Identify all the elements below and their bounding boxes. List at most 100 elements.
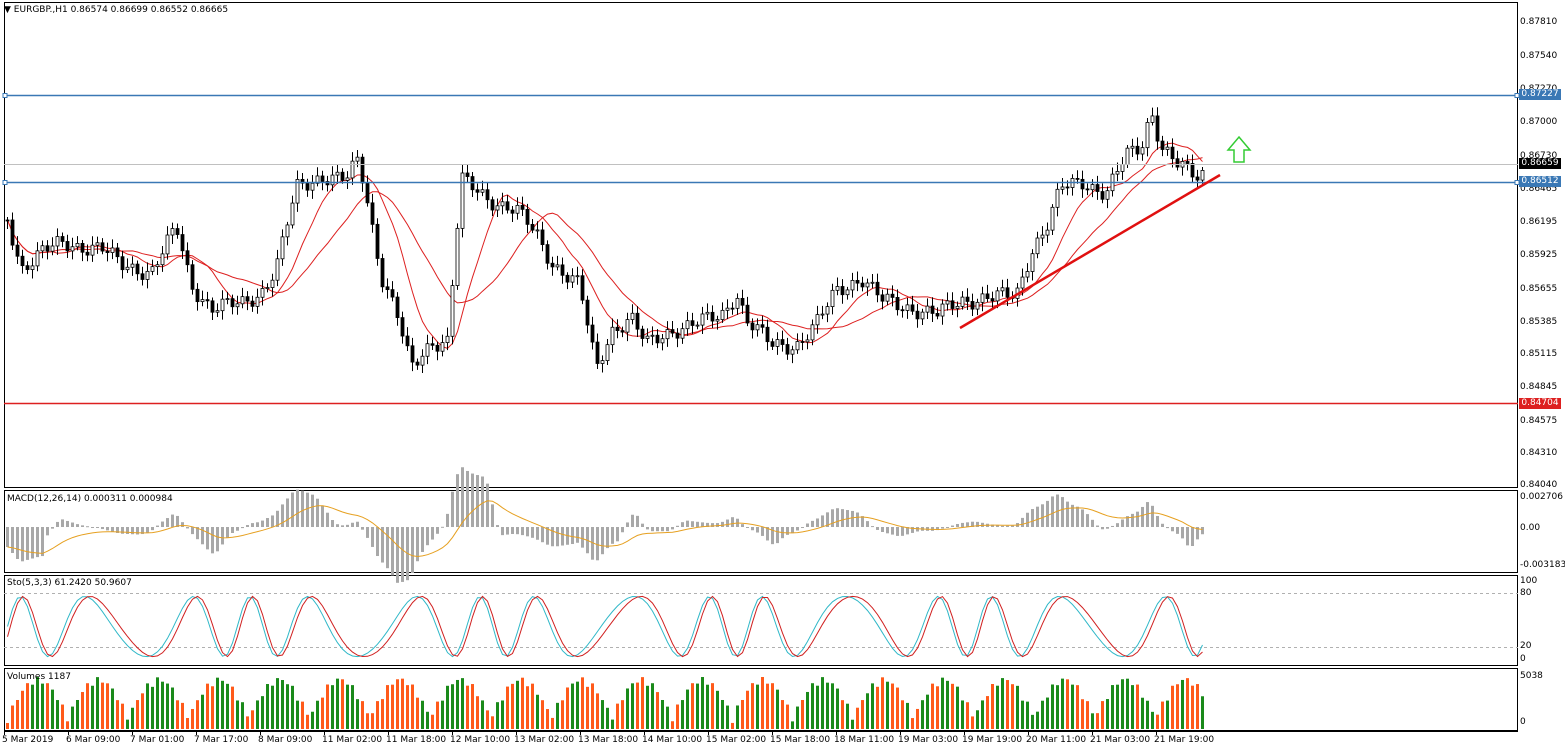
candle-body (505, 201, 510, 211)
macd-bar (866, 521, 869, 527)
volume-bar (616, 703, 619, 729)
candle-body (445, 335, 450, 343)
candle-body (140, 273, 145, 280)
macd-bar (26, 527, 29, 560)
candle-body (395, 296, 400, 318)
candle-body (475, 189, 480, 193)
volume-bar (396, 679, 399, 729)
candle-body (1050, 206, 1055, 231)
candle-body (600, 360, 605, 364)
macd-bar (516, 527, 519, 535)
macd-bar (126, 527, 129, 534)
candle-body (1145, 122, 1150, 149)
volume-bar (1001, 678, 1004, 729)
candle-body (115, 247, 120, 258)
macd-bar (296, 489, 299, 527)
volume-bar (1021, 700, 1024, 729)
volume-bar (741, 699, 744, 729)
candle-body (835, 286, 840, 291)
macd-bar (881, 527, 884, 532)
candle-body (630, 312, 635, 320)
volume-bar (401, 678, 404, 729)
macd-bar (1146, 502, 1149, 527)
macd-bar (141, 527, 144, 535)
candle-body (290, 202, 295, 226)
macd-bar (901, 527, 904, 536)
candle-body (660, 338, 665, 344)
volume-bar (971, 716, 974, 729)
macd-bar (571, 527, 574, 545)
lower-level-tag[interactable]: 0.86512 (1519, 176, 1561, 187)
volume-bar (376, 701, 379, 729)
volume-bar (356, 699, 359, 729)
candle-body (360, 156, 365, 184)
volume-bar (281, 680, 284, 729)
candle-body (1045, 229, 1050, 236)
volume-bar (66, 721, 69, 729)
volume-bar (1171, 685, 1174, 729)
macd-bar (676, 525, 679, 527)
up-arrow-icon[interactable] (1226, 135, 1252, 163)
macd-bar (201, 527, 204, 545)
macd-bar (276, 510, 279, 527)
upper-level-tag[interactable]: 0.87227 (1519, 89, 1561, 100)
macd-bar (541, 527, 544, 543)
main-panel[interactable] (4, 2, 1518, 488)
candle-body (305, 182, 310, 191)
volume-scale-label: 0 (1520, 717, 1526, 727)
volume-bar (121, 703, 124, 729)
horizontal-levels[interactable] (2, 93, 1520, 405)
volume-bar (1156, 714, 1159, 729)
candle-body (430, 343, 435, 346)
volume-bar (501, 700, 504, 729)
macd-bar (6, 527, 9, 547)
volume-bar (831, 683, 834, 729)
collapse-triangle-icon[interactable]: ▼ (4, 5, 11, 15)
candle-body (625, 319, 630, 333)
volume-bars (6, 677, 1204, 729)
macd-bar (636, 515, 639, 527)
volume-bar (566, 687, 569, 729)
macd-bar (896, 527, 899, 536)
candle-body (15, 244, 20, 257)
candle-body (995, 290, 1000, 302)
volume-panel[interactable] (4, 668, 1518, 731)
candle-body (1000, 287, 1005, 292)
macd-bar (496, 525, 499, 527)
macd-bar (591, 527, 594, 560)
candle-body (870, 281, 875, 284)
macd-bar (1131, 513, 1134, 527)
stoch-panel[interactable] (4, 575, 1518, 666)
macd-bar (831, 509, 834, 527)
volume-bar (556, 702, 559, 729)
volume-bar (21, 690, 24, 729)
macd-panel[interactable] (4, 490, 1518, 573)
candle-body (550, 262, 555, 268)
candle-body (275, 258, 280, 281)
candle-body (975, 301, 980, 310)
trend-line[interactable] (959, 173, 1221, 330)
candle-body (400, 317, 405, 337)
macd-bar (486, 483, 489, 527)
candle-body (145, 270, 150, 280)
ohlc-values: 0.86574 0.86699 0.86552 0.86665 (70, 5, 229, 15)
macd-bar (151, 527, 154, 531)
price-label: 0.84845 (1520, 382, 1558, 392)
macd-bar (1151, 505, 1154, 527)
macd-bar (381, 527, 384, 563)
volume-bar (896, 687, 899, 729)
candle-body (755, 324, 760, 331)
volume-bar (526, 686, 529, 729)
volume-bar (91, 685, 94, 729)
volume-bar (901, 700, 904, 729)
support-level-tag[interactable]: 0.84704 (1519, 398, 1561, 409)
volume-bar (201, 694, 204, 729)
time-label: 13 Mar 18:00 (578, 735, 639, 745)
macd-bar (61, 519, 64, 527)
volume-bar (326, 684, 329, 729)
stoch-scale-label: 80 (1520, 588, 1532, 598)
candle-body (1130, 145, 1135, 149)
macd-bar (331, 520, 334, 527)
stochastic-lines (4, 593, 1518, 658)
